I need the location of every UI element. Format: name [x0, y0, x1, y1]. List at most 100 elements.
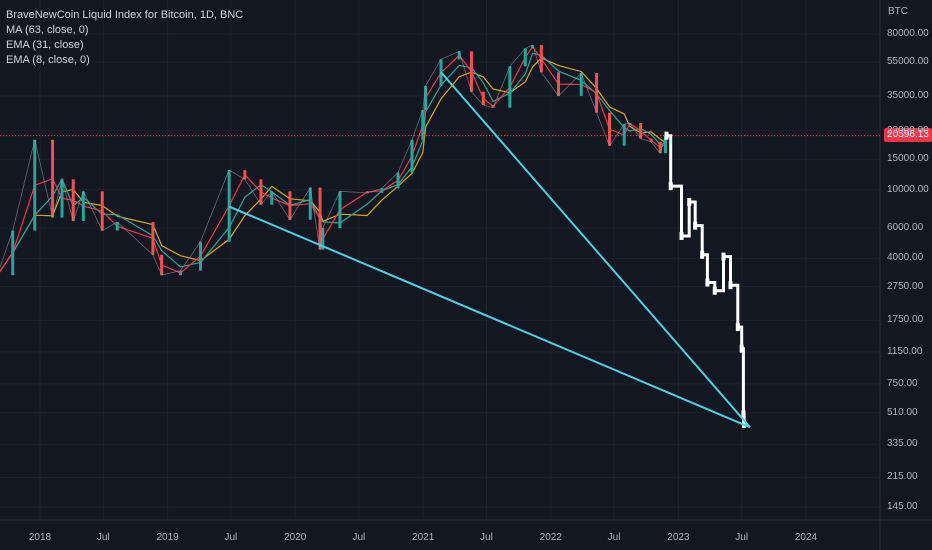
- price-tick-label: 15000.00: [887, 153, 929, 165]
- projection-point: [735, 323, 740, 332]
- price-tick-label: 22000.00: [887, 124, 929, 136]
- projection-point: [700, 250, 705, 259]
- price-tick-label: 215.00: [887, 471, 918, 483]
- price-candle: [100, 191, 104, 231]
- ema31-line: [0, 52, 666, 273]
- price-candle: [321, 228, 325, 250]
- projection-point: [721, 252, 726, 261]
- projection-point: [668, 182, 673, 191]
- price-candle: [160, 254, 164, 276]
- price-candle: [579, 73, 583, 96]
- price-candle: [151, 222, 155, 255]
- price-candle: [608, 112, 612, 146]
- price-candle: [595, 73, 599, 113]
- price-candle: [288, 191, 292, 220]
- projection-point: [679, 231, 684, 240]
- price-tick-label: 6000.00: [887, 222, 924, 234]
- ma-line: [0, 57, 666, 273]
- price-candle: [365, 191, 369, 194]
- price-candle: [410, 139, 414, 173]
- price-candle: [338, 191, 342, 229]
- price-tick-label: 55000.00: [887, 56, 929, 68]
- trendline-upper: [440, 71, 751, 428]
- price-candle: [198, 241, 202, 271]
- price-axis-unit: BTC: [888, 6, 908, 17]
- price-tick-label: 35000.00: [887, 89, 929, 101]
- legend-title: BraveNewCoin Liquid Index for Bitcoin, 1…: [6, 9, 244, 21]
- price-line: [0, 44, 666, 276]
- time-tick-label: Jul: [480, 532, 493, 543]
- price-candle: [179, 270, 183, 276]
- price-candle: [531, 45, 535, 49]
- price-candle: [227, 170, 231, 242]
- price-candle: [649, 138, 653, 142]
- price-candle: [81, 191, 85, 221]
- price-tick-label: 80000.00: [887, 28, 929, 39]
- time-tick-label: 2019: [156, 532, 179, 543]
- price-candle: [491, 105, 495, 108]
- price-candle: [380, 188, 384, 193]
- price-candle: [243, 170, 247, 180]
- time-tick-label: Jul: [224, 532, 238, 543]
- price-tick-label: 145.00: [887, 501, 918, 512]
- price-candle: [481, 91, 485, 106]
- price-candle: [60, 179, 64, 218]
- price-candle: [11, 230, 15, 276]
- price-candle: [424, 85, 428, 111]
- price-tick-label: 510.00: [887, 406, 918, 418]
- price-candle: [71, 179, 75, 221]
- price-candle: [270, 191, 274, 205]
- price-candle: [658, 141, 662, 154]
- price-candle: [508, 66, 512, 108]
- time-tick-label: 2023: [667, 532, 690, 543]
- price-candle: [396, 172, 400, 189]
- price-candle: [115, 222, 119, 231]
- projection-point: [739, 344, 744, 353]
- projection-point: [705, 278, 710, 287]
- price-candle: [556, 72, 560, 96]
- trendline-lower: [228, 205, 751, 429]
- price-candle: [622, 124, 626, 146]
- projection-point: [693, 221, 698, 230]
- price-tick-label: 335.00: [887, 438, 918, 450]
- time-tick-label: Jul: [607, 532, 621, 543]
- price-candle: [663, 135, 667, 154]
- price-candle: [318, 187, 322, 250]
- price-candle: [421, 110, 425, 140]
- price-candle: [51, 139, 55, 218]
- time-tick-label: 2021: [412, 532, 435, 543]
- projection-point: [712, 286, 717, 295]
- price-candle: [33, 139, 37, 231]
- price-candle: [457, 51, 461, 60]
- time-tick-label: 2024: [794, 532, 818, 543]
- projection-point: [664, 131, 669, 140]
- price-tick-label: 1750.00: [887, 314, 924, 326]
- time-tick-label: Jul: [735, 532, 749, 543]
- price-candle: [539, 45, 543, 73]
- legend-ema8[interactable]: EMA (8, close, 0): [6, 54, 90, 66]
- projection-point: [741, 410, 746, 419]
- ema8-line: [0, 45, 666, 274]
- legend-ema31[interactable]: EMA (31, close): [6, 39, 84, 51]
- projection-point: [728, 281, 733, 290]
- time-tick-label: 2020: [284, 532, 307, 543]
- price-candle: [259, 179, 263, 205]
- price-tick-label: 10000.00: [887, 183, 929, 195]
- time-tick-label: 2018: [28, 532, 52, 543]
- projection-line: [666, 134, 746, 424]
- price-candle: [308, 187, 312, 220]
- price-candle: [639, 122, 643, 139]
- projection-point: [687, 197, 692, 206]
- time-tick-label: Jul: [352, 532, 366, 543]
- legend: BraveNewCoin Liquid Index for Bitcoin, 1…: [6, 8, 243, 68]
- price-tick-label: 4000.00: [887, 252, 924, 264]
- price-tick-label: 1150.00: [887, 345, 923, 357]
- price-candle: [628, 122, 632, 125]
- price-candle: [523, 48, 527, 67]
- price-tick-label: 2750.00: [887, 280, 924, 292]
- time-tick-label: Jul: [96, 532, 110, 543]
- legend-ma[interactable]: MA (63, close, 0): [6, 24, 89, 36]
- current-price-tag: 20596.13: [884, 128, 932, 142]
